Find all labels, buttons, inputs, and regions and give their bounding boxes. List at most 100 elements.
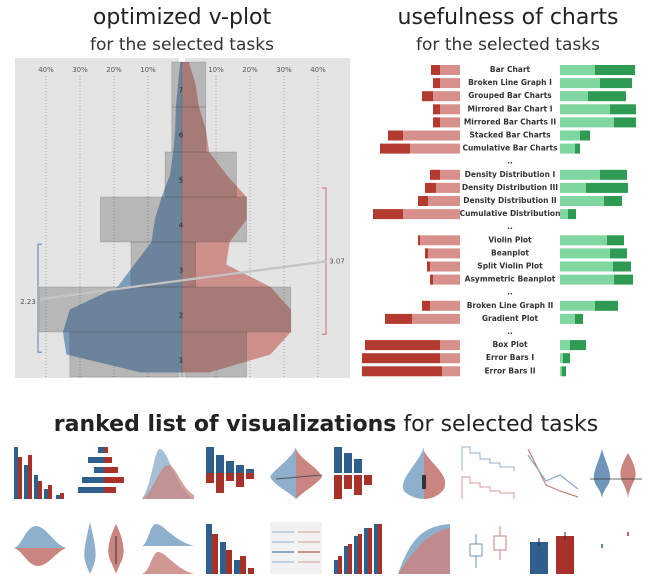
thumb-mirrored-columns (206, 447, 254, 493)
red-light-bar (436, 182, 460, 193)
thumb-shape (104, 467, 118, 473)
thumb-shape (246, 469, 254, 473)
red-light-bar (410, 143, 460, 154)
histogram-bar (38, 286, 183, 333)
thumb-shape (368, 528, 372, 574)
red-light-bar (403, 209, 460, 220)
histogram-bar (164, 151, 183, 198)
chart-name: Cumulative Bar Charts (462, 144, 558, 153)
green-dark-bar (575, 143, 580, 154)
mean-line (39, 260, 327, 301)
red-dark-bar (362, 353, 440, 364)
thumb-shape (104, 477, 124, 483)
thumb-shape (18, 457, 22, 499)
level-label: 7 (179, 87, 183, 95)
red-light-bar (433, 91, 460, 102)
green-dark-bar (580, 130, 590, 141)
green-dark-bar (568, 209, 576, 220)
thumb-shape (142, 524, 194, 546)
thumb-shape (236, 465, 244, 473)
thumb-outline-hist (461, 446, 515, 499)
thumb-shape (364, 528, 368, 574)
red-light-bar (440, 169, 460, 180)
thumb-shape (206, 447, 214, 473)
red-light-bar (440, 65, 460, 75)
x-tick-label: 30% (72, 66, 88, 74)
thumbnails (14, 446, 642, 574)
thumb-shape (469, 543, 483, 557)
thumb-shape (270, 522, 322, 574)
histogram-bar (130, 241, 183, 288)
histogram-bar (181, 151, 237, 198)
green-dark-bar (600, 78, 632, 89)
thumb-shape (334, 475, 342, 499)
red-dark-bar (427, 261, 430, 272)
level-label: 2 (179, 312, 183, 320)
green-light-bar (560, 130, 580, 141)
thumb-shape (248, 568, 254, 574)
red-dark-bar (422, 300, 430, 311)
red-light-bar (440, 104, 460, 115)
thumb-shape (216, 473, 224, 493)
thumb-shape (44, 489, 48, 499)
histogram-bar (181, 61, 207, 108)
thumb-shape (236, 473, 244, 487)
ranked-title: ranked list of visualizations for select… (54, 412, 598, 437)
thumb-mirrored-density (14, 526, 66, 566)
red-light-bar (433, 274, 460, 285)
thumb-shape (34, 475, 38, 499)
red-light-bar (430, 300, 460, 311)
red-light-bar (428, 248, 460, 259)
chart-name: Grouped Bar Charts (468, 91, 552, 100)
red-dark-bar (373, 209, 403, 220)
thumb-shape (334, 447, 342, 473)
thumb-shape (344, 453, 352, 473)
green-light-bar (560, 104, 610, 115)
green-dark-bar (610, 248, 627, 259)
thumb-shape (94, 467, 104, 473)
histogram-bar (171, 61, 183, 108)
thumb-shape (104, 447, 108, 453)
thumb-mirrored-hbars (334, 447, 372, 499)
thumb-shape (334, 560, 338, 574)
green-dark-bar (604, 196, 622, 206)
thumb-shape (246, 473, 254, 479)
thumb-shape (354, 475, 362, 495)
thumb-shape (142, 465, 194, 499)
green-light-bar (560, 78, 600, 89)
thumb-shape (344, 475, 352, 489)
green-light-bar (560, 261, 613, 272)
red-dark-bar (418, 196, 428, 206)
red-dark-bar (430, 274, 433, 285)
chart-name: Cumulative Distribution (460, 209, 561, 218)
green-light-bar (560, 366, 562, 377)
thumb-error-bars (601, 532, 629, 548)
thumb-shape (56, 495, 60, 499)
thumb-shape (104, 487, 116, 493)
red-dark-bar (425, 248, 428, 259)
thumb-shape (212, 534, 218, 574)
usefulness-title: usefulness of charts (398, 5, 619, 30)
thumb-shape (206, 524, 212, 574)
green-light-bar (560, 274, 614, 285)
chart-name: .. (507, 157, 513, 166)
red-light-bar (420, 235, 460, 246)
green-dark-bar (614, 117, 636, 128)
green-light-bar (560, 117, 614, 128)
thumb-shape (354, 536, 358, 574)
thumb-two-violins (590, 449, 642, 499)
violin (182, 62, 291, 373)
ranked-title-rest: for selected tasks (403, 412, 598, 437)
thumb-shape (493, 535, 507, 551)
chart-name: Density Distribution III (462, 183, 558, 192)
level-label: 6 (179, 132, 184, 140)
chart-name: Density Distribution I (465, 170, 556, 179)
histogram-bar (181, 331, 247, 378)
thumb-violin-split (402, 447, 446, 499)
red-dark-bar (430, 169, 440, 180)
red-light-bar (440, 78, 460, 89)
usefulness-chart: Bar Chart Broken Line Graph I Grouped Bar … (355, 58, 645, 378)
thumb-bar-error (530, 532, 574, 574)
chart-name: .. (507, 288, 513, 297)
thumb-two-densities (142, 524, 194, 574)
